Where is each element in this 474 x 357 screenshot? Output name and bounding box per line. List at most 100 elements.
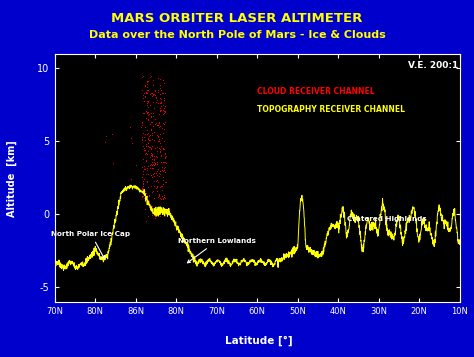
Point xyxy=(153,97,161,103)
Point xyxy=(155,122,162,127)
Point xyxy=(151,145,158,151)
Point xyxy=(153,185,160,191)
Point xyxy=(140,134,147,140)
Point xyxy=(157,149,164,155)
Point xyxy=(138,186,146,192)
Text: V.E. 200:1: V.E. 200:1 xyxy=(408,61,458,70)
Point xyxy=(159,130,166,136)
Point xyxy=(159,196,166,202)
Point xyxy=(152,94,160,100)
Point xyxy=(159,209,166,215)
Point xyxy=(158,125,165,131)
Point xyxy=(161,179,168,185)
Point xyxy=(142,190,149,196)
Point xyxy=(150,106,157,111)
Point xyxy=(142,218,149,223)
Point xyxy=(148,154,156,159)
Point xyxy=(141,166,148,172)
Point xyxy=(147,110,155,116)
Point xyxy=(162,154,169,160)
Point xyxy=(151,88,159,94)
Point xyxy=(151,116,159,122)
Point xyxy=(146,137,154,142)
Point xyxy=(161,108,168,114)
Point xyxy=(156,169,164,174)
Point xyxy=(148,143,155,149)
Point xyxy=(151,213,159,219)
Point xyxy=(161,138,168,144)
Point xyxy=(144,171,152,176)
Point xyxy=(148,190,155,195)
Point xyxy=(154,159,161,165)
Point xyxy=(141,147,148,152)
Point xyxy=(161,121,168,126)
Point xyxy=(161,90,168,96)
Point xyxy=(141,94,149,100)
Point xyxy=(142,158,149,164)
Point xyxy=(162,108,169,114)
Point xyxy=(143,178,151,184)
Point xyxy=(153,153,160,159)
Point xyxy=(151,215,158,221)
Point xyxy=(140,176,148,182)
Point xyxy=(149,124,157,129)
Point xyxy=(143,151,151,156)
Point xyxy=(144,109,152,115)
Point xyxy=(157,183,164,189)
Point xyxy=(160,80,168,86)
Point xyxy=(158,164,165,170)
Text: TOPOGRAPHY RECEIVER CHANNEL: TOPOGRAPHY RECEIVER CHANNEL xyxy=(257,105,405,114)
Point xyxy=(144,163,152,169)
Point xyxy=(146,91,154,97)
Point xyxy=(159,174,167,180)
Point xyxy=(151,121,159,126)
Point xyxy=(156,184,164,190)
Point xyxy=(156,86,164,91)
Point xyxy=(137,124,145,130)
Point xyxy=(147,161,155,167)
Point xyxy=(157,87,164,93)
Point xyxy=(162,170,169,175)
Point xyxy=(157,159,165,165)
Point xyxy=(145,136,152,141)
Point xyxy=(150,157,157,163)
Point xyxy=(162,179,170,185)
Point xyxy=(140,110,148,116)
Point xyxy=(161,104,168,109)
Point xyxy=(143,109,151,115)
Point xyxy=(158,183,165,189)
Point xyxy=(149,99,157,105)
Point xyxy=(155,122,162,128)
Point xyxy=(155,134,162,139)
Point xyxy=(155,87,162,93)
Point xyxy=(144,197,152,202)
Point xyxy=(138,137,146,142)
Point xyxy=(126,124,133,130)
Point xyxy=(158,144,165,149)
Point xyxy=(150,183,158,189)
Point xyxy=(159,112,167,117)
Point xyxy=(150,195,157,201)
Point xyxy=(160,167,167,173)
Point xyxy=(143,90,151,96)
Point xyxy=(149,91,157,96)
Point xyxy=(139,156,146,162)
Point xyxy=(156,171,164,177)
Point xyxy=(149,165,156,171)
Point xyxy=(161,146,168,152)
Text: Northern Lowlands: Northern Lowlands xyxy=(178,238,255,263)
Point xyxy=(160,95,168,100)
Point xyxy=(147,172,155,178)
Point xyxy=(139,92,146,98)
Point xyxy=(148,131,155,136)
Point xyxy=(155,145,163,150)
Point xyxy=(139,182,146,187)
Point xyxy=(148,93,155,99)
Point xyxy=(160,192,167,197)
Point xyxy=(142,144,150,149)
Point xyxy=(156,131,164,137)
Point xyxy=(147,73,155,79)
Point xyxy=(142,89,150,95)
Point xyxy=(139,171,147,177)
Point xyxy=(161,151,169,156)
